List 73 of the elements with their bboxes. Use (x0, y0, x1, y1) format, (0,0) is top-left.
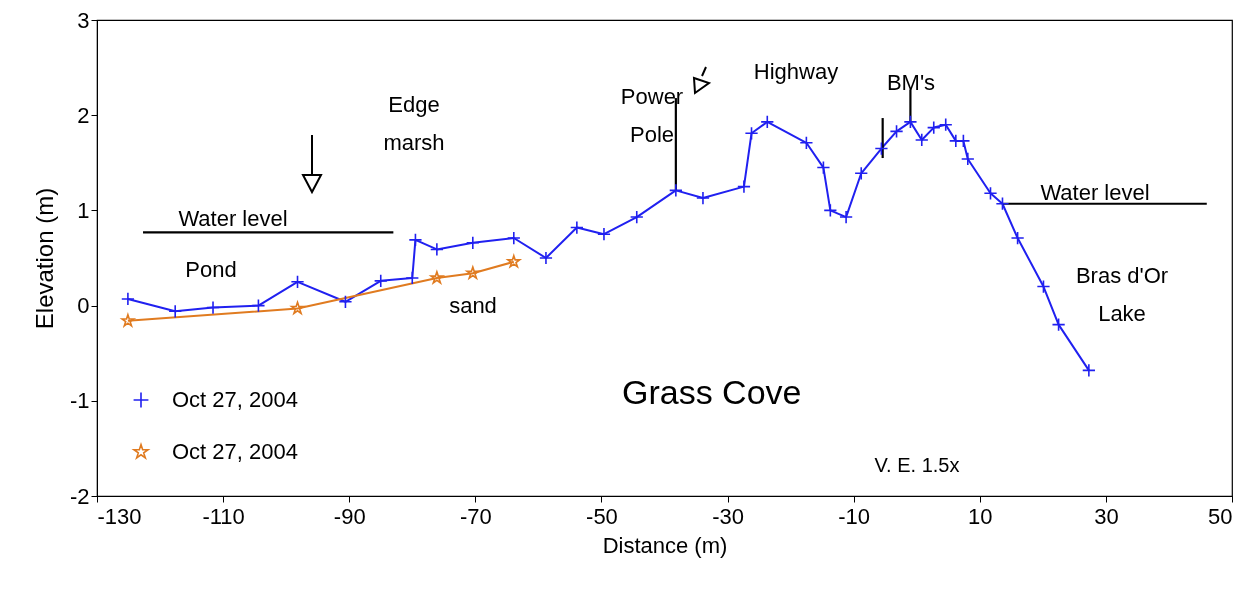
x-tick-label: -30 (712, 503, 744, 529)
x-tick-label: 30 (1094, 503, 1119, 529)
point (507, 254, 521, 268)
point (629, 210, 644, 224)
point (696, 191, 710, 205)
y-tick-label: -1 (69, 388, 90, 414)
point (737, 179, 751, 194)
point (1036, 279, 1051, 294)
point (854, 166, 869, 181)
point (206, 300, 220, 315)
annotation: V. E. 1.5x (874, 454, 960, 476)
point (429, 242, 444, 257)
x-tick-label: -110 (202, 503, 245, 529)
annotation: sand (449, 293, 497, 318)
point (903, 114, 918, 129)
y-tick-label: 2 (77, 102, 90, 128)
point (1010, 231, 1025, 245)
annotation: Edge marsh (383, 92, 445, 155)
point (983, 186, 998, 201)
point (760, 114, 775, 129)
legend-label: Oct 27, 2004 (172, 387, 298, 412)
point (823, 203, 838, 218)
point (373, 273, 388, 288)
y-tick-label: 0 (77, 293, 90, 319)
point (290, 301, 305, 315)
point (121, 313, 135, 327)
annotation: Highway (753, 59, 839, 84)
x-tick-label: 50 (1208, 503, 1233, 529)
annotation: Power Pole (620, 84, 684, 147)
point (938, 117, 953, 132)
y-tick-label: 1 (77, 197, 90, 223)
point (668, 183, 683, 198)
point (995, 196, 1010, 211)
point (290, 274, 305, 289)
point (408, 232, 423, 247)
annotation: BM's (886, 70, 936, 95)
y-tick-label: 3 (77, 7, 90, 33)
annotation: Water level (178, 206, 288, 231)
y-tick-label: -2 (69, 483, 90, 509)
point (539, 251, 553, 265)
point (839, 210, 854, 224)
x-tick-label: -130 (97, 503, 142, 529)
point (816, 160, 831, 175)
text: Grass Cove (622, 373, 802, 411)
point (466, 266, 480, 279)
point (569, 220, 584, 235)
point (405, 271, 420, 285)
annotation: Bras d'Or Lake (1075, 263, 1169, 326)
y-axis-title: Elevation (m) (30, 187, 58, 330)
annotation: Water level (1040, 180, 1150, 205)
point (744, 126, 759, 141)
x-tick-label: -90 (333, 503, 366, 529)
x-tick-label: -70 (459, 503, 492, 529)
point (338, 294, 353, 309)
point (889, 124, 904, 139)
x-tick-label: -50 (586, 503, 618, 529)
point (1051, 317, 1066, 332)
point (1081, 363, 1096, 378)
x-axis-title: Distance (m) (602, 532, 728, 558)
point (874, 141, 889, 156)
point (506, 231, 521, 245)
x-tick-label: -10 (838, 503, 871, 529)
annotation: Pond (185, 257, 237, 282)
point (120, 292, 135, 306)
point (251, 298, 266, 313)
point (914, 133, 929, 147)
point (597, 227, 611, 242)
point (960, 152, 975, 166)
point (430, 271, 444, 284)
point (799, 135, 814, 150)
x-tick-label: 10 (968, 503, 993, 529)
legend-label: Oct 27, 2004 (172, 439, 298, 464)
point (926, 120, 941, 135)
